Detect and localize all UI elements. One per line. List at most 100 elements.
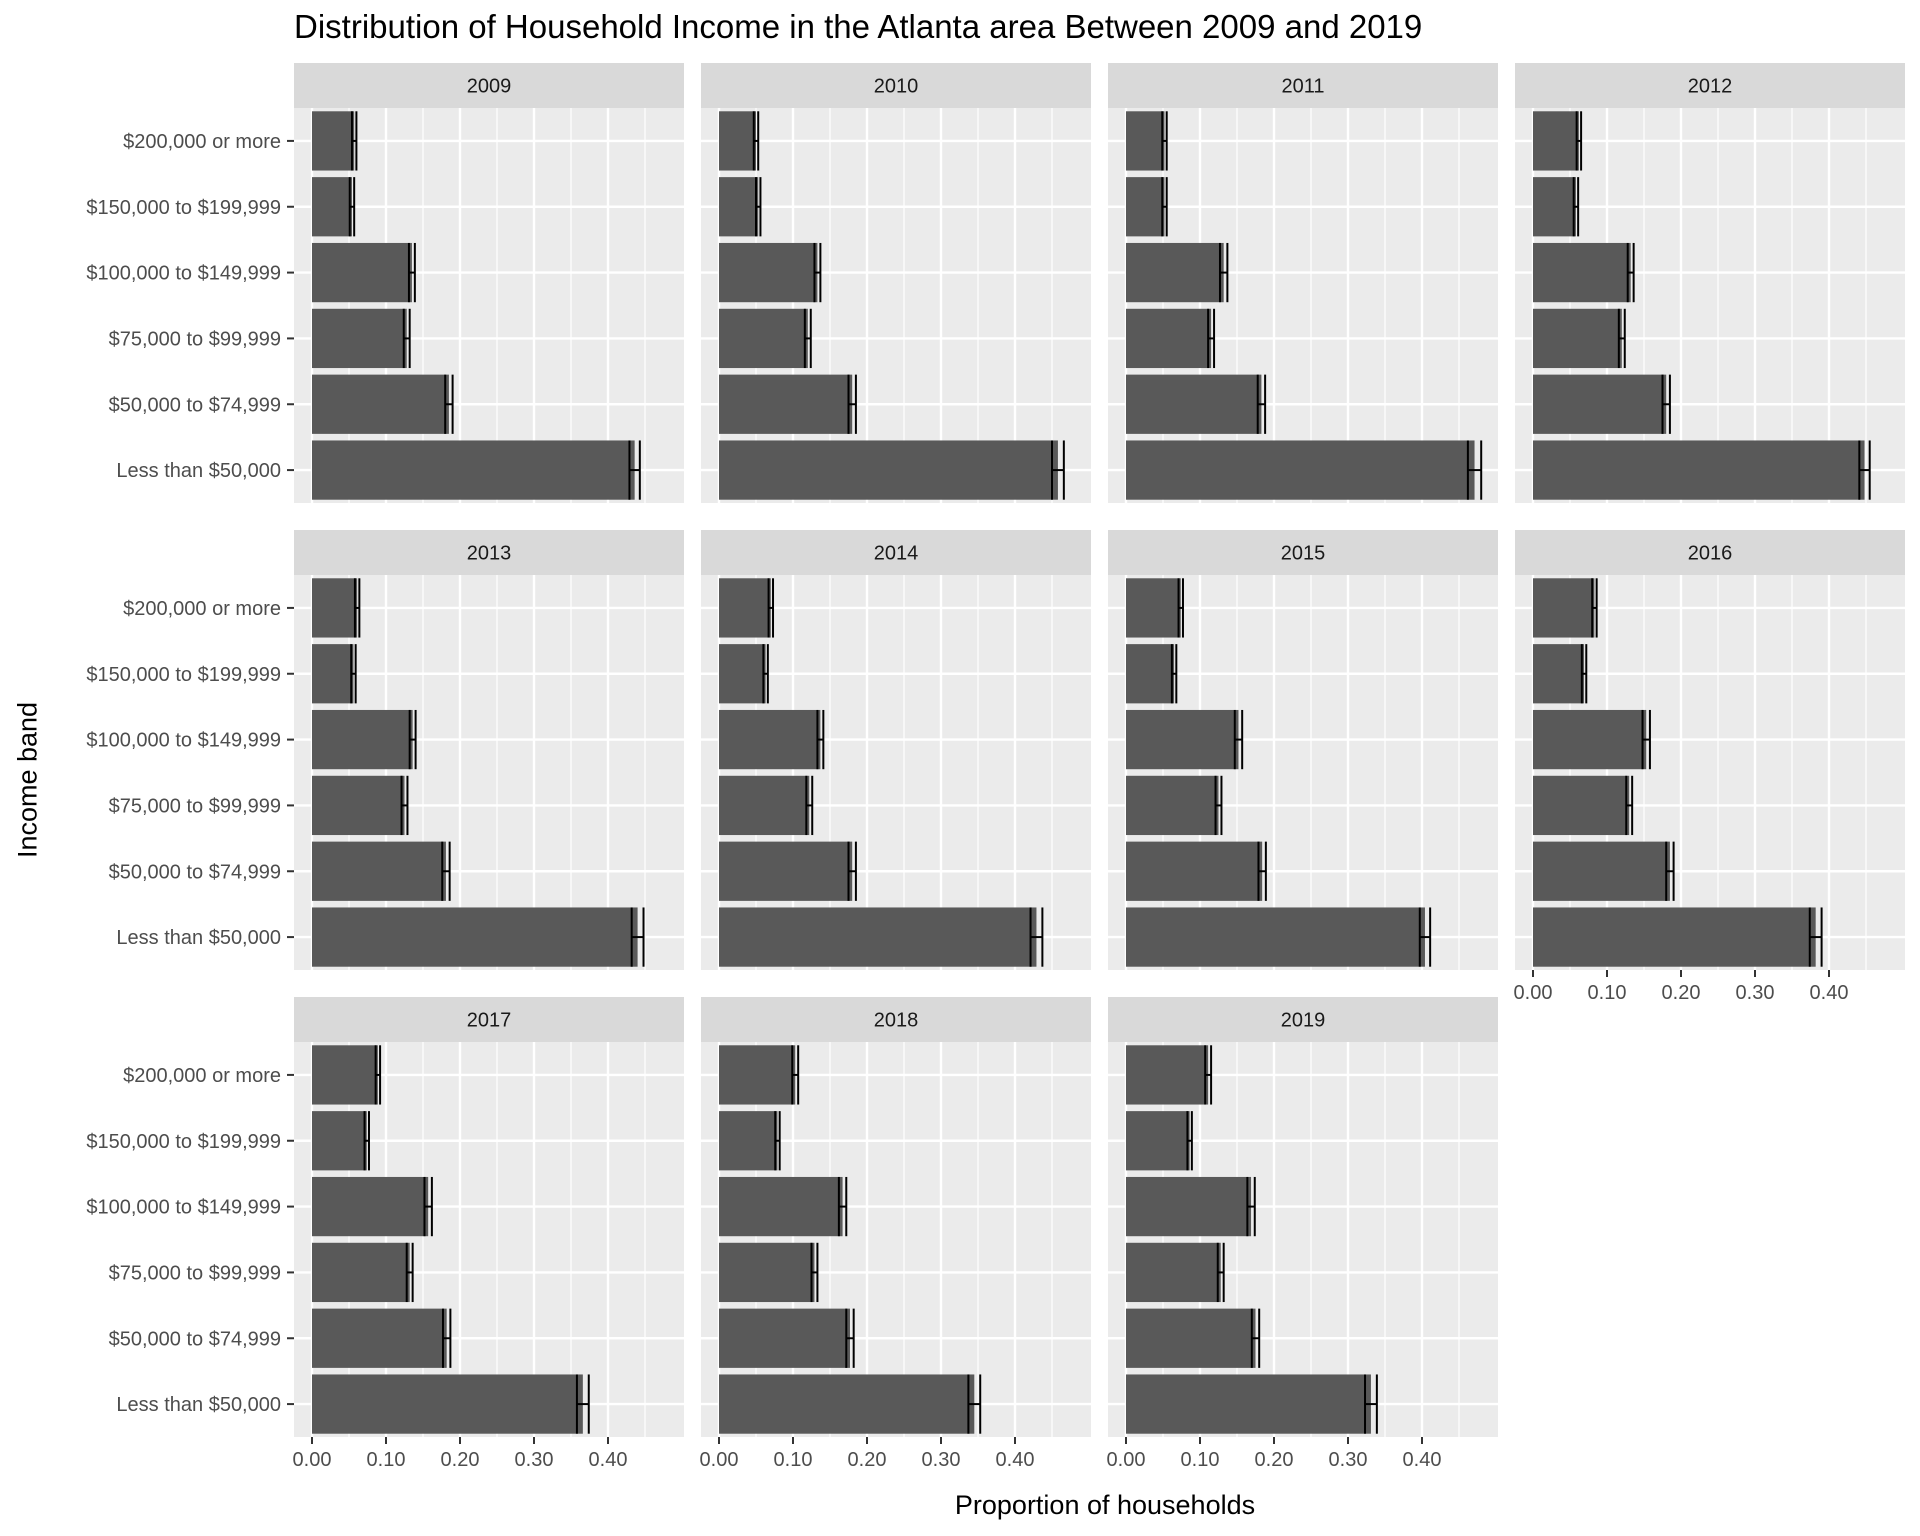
- error-bar: [1233, 709, 1244, 770]
- facet-strip-label: 2015: [1281, 543, 1326, 565]
- facet-strip-label: 2009: [467, 76, 512, 98]
- facet-strip-label: 2010: [874, 76, 919, 98]
- bar: [312, 578, 358, 638]
- panel-background: [701, 575, 1091, 970]
- bar: [312, 709, 413, 770]
- y-tick-label: $100,000 to $149,999: [86, 263, 281, 285]
- bar: [719, 775, 810, 836]
- error-bar: [628, 440, 641, 500]
- bar: [1126, 111, 1165, 171]
- bar: [312, 775, 405, 836]
- y-tick-label: $50,000 to $74,999: [109, 394, 281, 416]
- x-tick-label: 0.00: [1514, 982, 1553, 1004]
- bar: [1533, 578, 1595, 638]
- x-tick-label: 0.30: [1736, 982, 1775, 1004]
- error-bar: [1250, 1308, 1261, 1368]
- bar: [1126, 1242, 1221, 1303]
- panel-background: [701, 1042, 1091, 1437]
- error-bar: [762, 644, 769, 704]
- x-tick-label: 0.30: [1329, 1449, 1368, 1471]
- y-tick-label: $50,000 to $74,999: [109, 1328, 281, 1350]
- bar: [1533, 374, 1667, 434]
- panel-background: [701, 108, 1091, 503]
- error-bar: [1858, 440, 1871, 500]
- panel-background: [1108, 1042, 1498, 1437]
- error-bar: [845, 1308, 855, 1368]
- facet-strip: [701, 530, 1091, 575]
- x-tick-label: 0.30: [515, 1449, 554, 1471]
- bar: [719, 440, 1058, 500]
- x-tick-label: 0.20: [1662, 982, 1701, 1004]
- bar: [312, 1176, 429, 1237]
- error-bar: [816, 709, 825, 770]
- bar: [312, 841, 446, 901]
- bar: [719, 907, 1037, 967]
- x-tick-label: 0.40: [996, 1449, 1035, 1471]
- error-bar: [1161, 111, 1168, 171]
- bar: [1533, 177, 1576, 237]
- error-bar: [755, 177, 762, 237]
- facet-strip: [1108, 63, 1498, 108]
- bar: [1533, 242, 1631, 303]
- error-bar: [630, 907, 645, 967]
- error-bar: [1216, 1242, 1225, 1303]
- bar: [312, 242, 412, 303]
- error-bar: [967, 1374, 982, 1434]
- error-bar: [405, 1242, 414, 1303]
- error-bar: [1029, 907, 1044, 967]
- error-bar: [350, 111, 358, 171]
- bar: [1126, 308, 1212, 369]
- y-tick-label: $100,000 to $149,999: [86, 1197, 281, 1219]
- bar: [312, 644, 354, 704]
- bar: [719, 1176, 843, 1237]
- facet-strip: [1515, 63, 1905, 108]
- chart-title: Distribution of Household Income in the …: [294, 8, 1423, 45]
- bar: [1533, 841, 1670, 901]
- x-tick-label: 0.30: [922, 1449, 961, 1471]
- error-bar: [847, 841, 857, 901]
- facet-strip: [1108, 997, 1498, 1042]
- facet-strip: [294, 63, 684, 108]
- facet-strip-label: 2012: [1688, 76, 1733, 98]
- y-tick-label: $50,000 to $74,999: [109, 861, 281, 883]
- bar: [1533, 709, 1647, 770]
- x-tick-label: 0.10: [774, 1449, 813, 1471]
- error-bar: [1256, 374, 1267, 434]
- y-tick-label: $75,000 to $99,999: [109, 328, 281, 350]
- error-bar: [1418, 907, 1432, 967]
- x-tick-label: 0.40: [1810, 982, 1849, 1004]
- y-tick-label: Less than $50,000: [116, 927, 281, 949]
- x-tick-label: 0.40: [589, 1449, 628, 1471]
- y-tick-label: Less than $50,000: [116, 1394, 281, 1416]
- error-bar: [1204, 1045, 1213, 1105]
- error-bar: [1051, 440, 1065, 500]
- bar: [1126, 1374, 1371, 1434]
- bar: [1126, 1045, 1209, 1105]
- bar: [1126, 177, 1165, 237]
- x-tick-label: 0.20: [1255, 1449, 1294, 1471]
- y-axis-title: Income band: [12, 701, 43, 859]
- facet-strip: [294, 997, 684, 1042]
- error-bar: [374, 1045, 382, 1105]
- error-bar: [408, 709, 417, 770]
- facet-strip-label: 2014: [874, 543, 919, 565]
- bar: [1126, 907, 1425, 967]
- y-tick-label: Less than $50,000: [116, 460, 281, 482]
- bar: [312, 1308, 447, 1368]
- bar: [1126, 644, 1175, 704]
- error-bar: [805, 775, 814, 836]
- error-bar: [400, 775, 409, 836]
- y-tick-label: $75,000 to $99,999: [109, 1262, 281, 1284]
- bar: [312, 308, 407, 369]
- panel-background: [294, 1042, 684, 1437]
- error-bar: [1591, 578, 1598, 638]
- error-bar: [1641, 709, 1651, 770]
- error-bar: [1572, 177, 1580, 237]
- bar: [719, 1242, 815, 1303]
- facet-strip-label: 2017: [467, 1010, 512, 1032]
- facet-strip-label: 2019: [1281, 1010, 1326, 1032]
- error-bar: [813, 242, 822, 303]
- panel-background: [1515, 575, 1905, 970]
